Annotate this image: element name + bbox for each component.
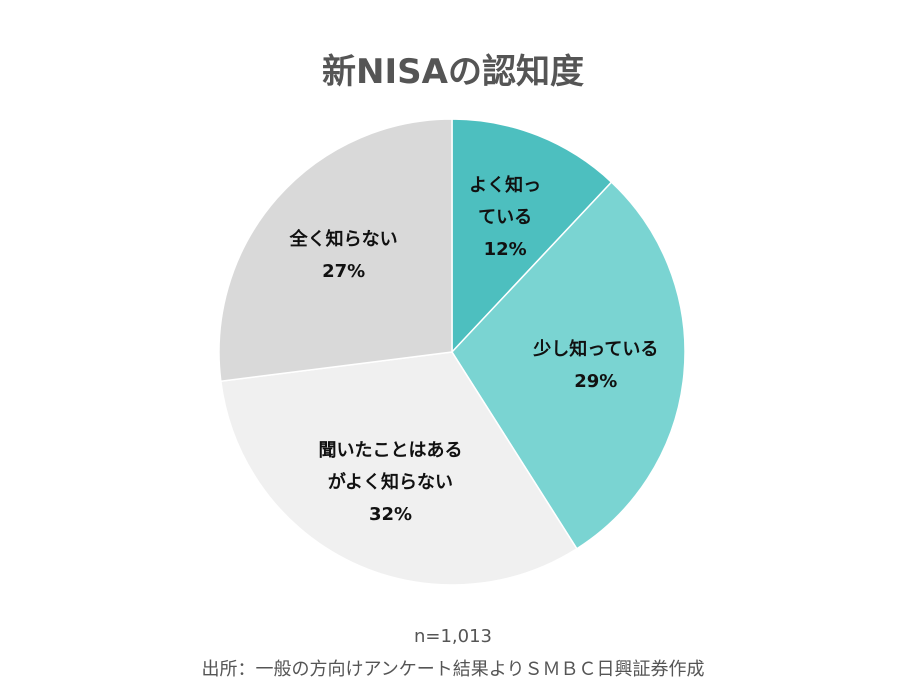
slice-label: 全く知らない 27% [290,224,398,288]
category-label: 少し知っている [533,338,659,360]
value-label: 32% [368,503,413,525]
category-label: 聞いたことはある がよく知らない [318,439,463,493]
slice-label: 少し知っている 29% [533,334,658,398]
category-label: よく知っ ている [469,174,542,228]
slice-label: 聞いたことはある がよく知らない 32% [318,435,462,531]
pie-slice [451,181,686,550]
value-label: 12% [483,238,527,260]
sample-note: n=1,013 [413,626,493,647]
pie-slice [219,351,578,586]
value-label: 27% [322,261,366,283]
pie-slice [218,118,453,383]
slice-label: よく知っ ている 12% [469,170,541,266]
pie-slice [451,118,613,354]
value-label: 29% [574,370,618,392]
chart-title: 新NISAの認知度 [322,52,584,92]
category-label: 全く知らない [289,229,398,251]
source-note: 出所：一般の方向けアンケート結果よりＳＭＢＣ日興証券作成 [201,659,705,680]
